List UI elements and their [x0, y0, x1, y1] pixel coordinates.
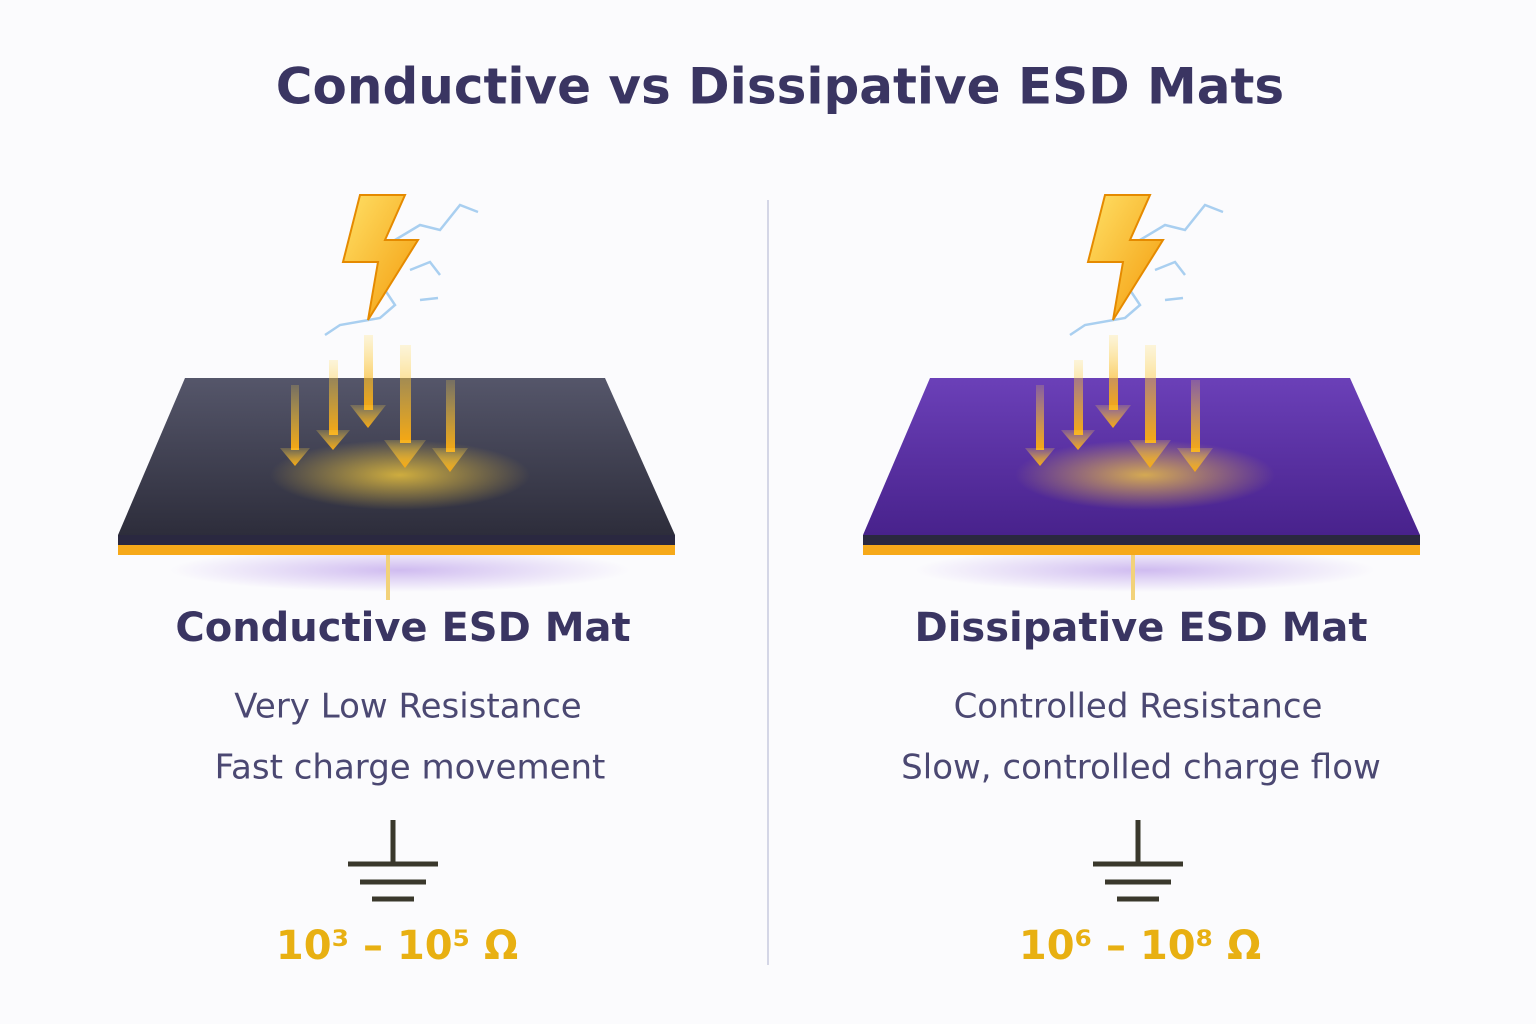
dissipative-panel: Dissipative ESD Mat Controlled Resistanc…	[863, 195, 1420, 969]
panel-line: Slow, controlled charge flow	[901, 748, 1381, 788]
panel-line: Fast charge movement	[215, 748, 606, 788]
panel-heading: Dissipative ESD Mat	[914, 605, 1367, 651]
panel-line: Controlled Resistance	[954, 687, 1323, 727]
mat-art	[863, 195, 1420, 899]
conductive-panel: Conductive ESD Mat Very Low Resistance F…	[118, 195, 675, 969]
resistance: 10³ – 10⁵ Ω	[276, 923, 518, 969]
mat-art	[118, 195, 675, 899]
panel-heading: Conductive ESD Mat	[175, 605, 630, 651]
title: Conductive vs Dissipative ESD Mats	[276, 58, 1284, 116]
panel-line: Very Low Resistance	[234, 687, 581, 727]
resistance: 10⁶ – 10⁸ Ω	[1019, 923, 1261, 969]
